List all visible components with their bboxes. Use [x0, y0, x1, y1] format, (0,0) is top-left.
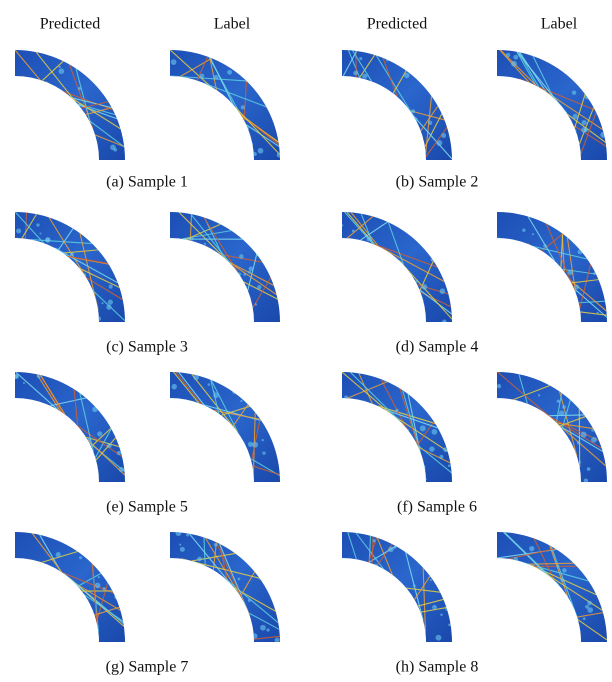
caption: (f) Sample 6	[397, 499, 477, 516]
field-image	[13, 530, 125, 645]
field-image	[170, 212, 281, 323]
field-image	[342, 49, 453, 160]
caption: (a) Sample 1	[106, 174, 188, 191]
caption: (d) Sample 4	[396, 339, 479, 356]
field-image	[342, 371, 452, 482]
header-label: Label	[214, 16, 251, 33]
caption: (b) Sample 2	[396, 174, 479, 191]
field-image	[13, 372, 125, 482]
field-image	[497, 372, 607, 483]
caption: (h) Sample 8	[396, 659, 479, 676]
field-image	[497, 210, 607, 322]
field-image	[341, 211, 452, 324]
field-image	[342, 531, 452, 642]
caption: (c) Sample 3	[106, 339, 188, 356]
header-predicted: Predicted	[40, 16, 100, 33]
header-predicted: Predicted	[367, 16, 427, 33]
caption: (e) Sample 5	[106, 499, 188, 516]
field-image	[170, 50, 282, 160]
field-image	[170, 370, 280, 482]
field-image	[497, 532, 607, 642]
field-image	[15, 50, 127, 160]
field-image	[497, 50, 607, 160]
header-label: Label	[541, 16, 578, 33]
caption: (g) Sample 7	[106, 659, 189, 676]
figure: Predicted Label Predicted Label (a) Sample 1…	[0, 0, 612, 682]
field-image	[15, 212, 125, 322]
field-image	[170, 530, 280, 643]
